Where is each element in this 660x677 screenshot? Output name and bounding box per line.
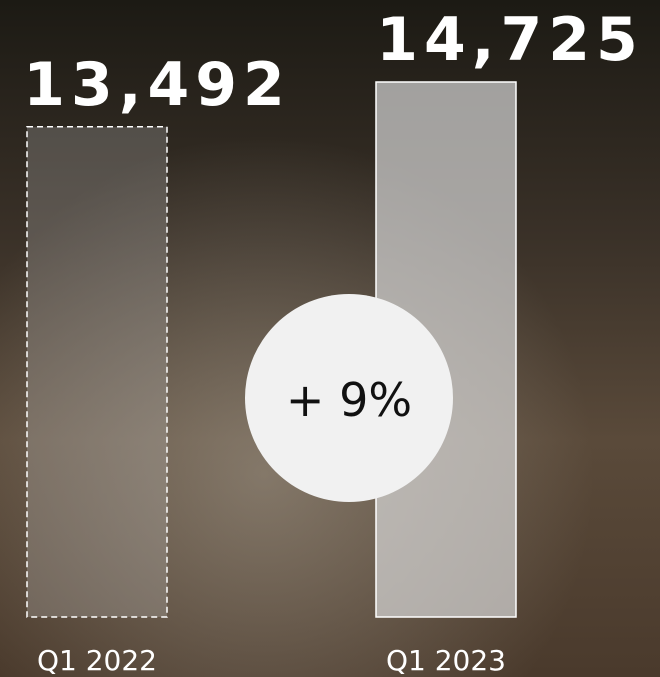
change-label: + 9% bbox=[286, 373, 412, 427]
value-label: 14,725 bbox=[376, 5, 644, 75]
value-label: 13,492 bbox=[23, 50, 291, 120]
change-badge bbox=[245, 294, 453, 502]
category-label: Q1 2022 bbox=[37, 644, 157, 677]
category-label: Q1 2023 bbox=[386, 644, 506, 677]
bar bbox=[26, 126, 168, 618]
